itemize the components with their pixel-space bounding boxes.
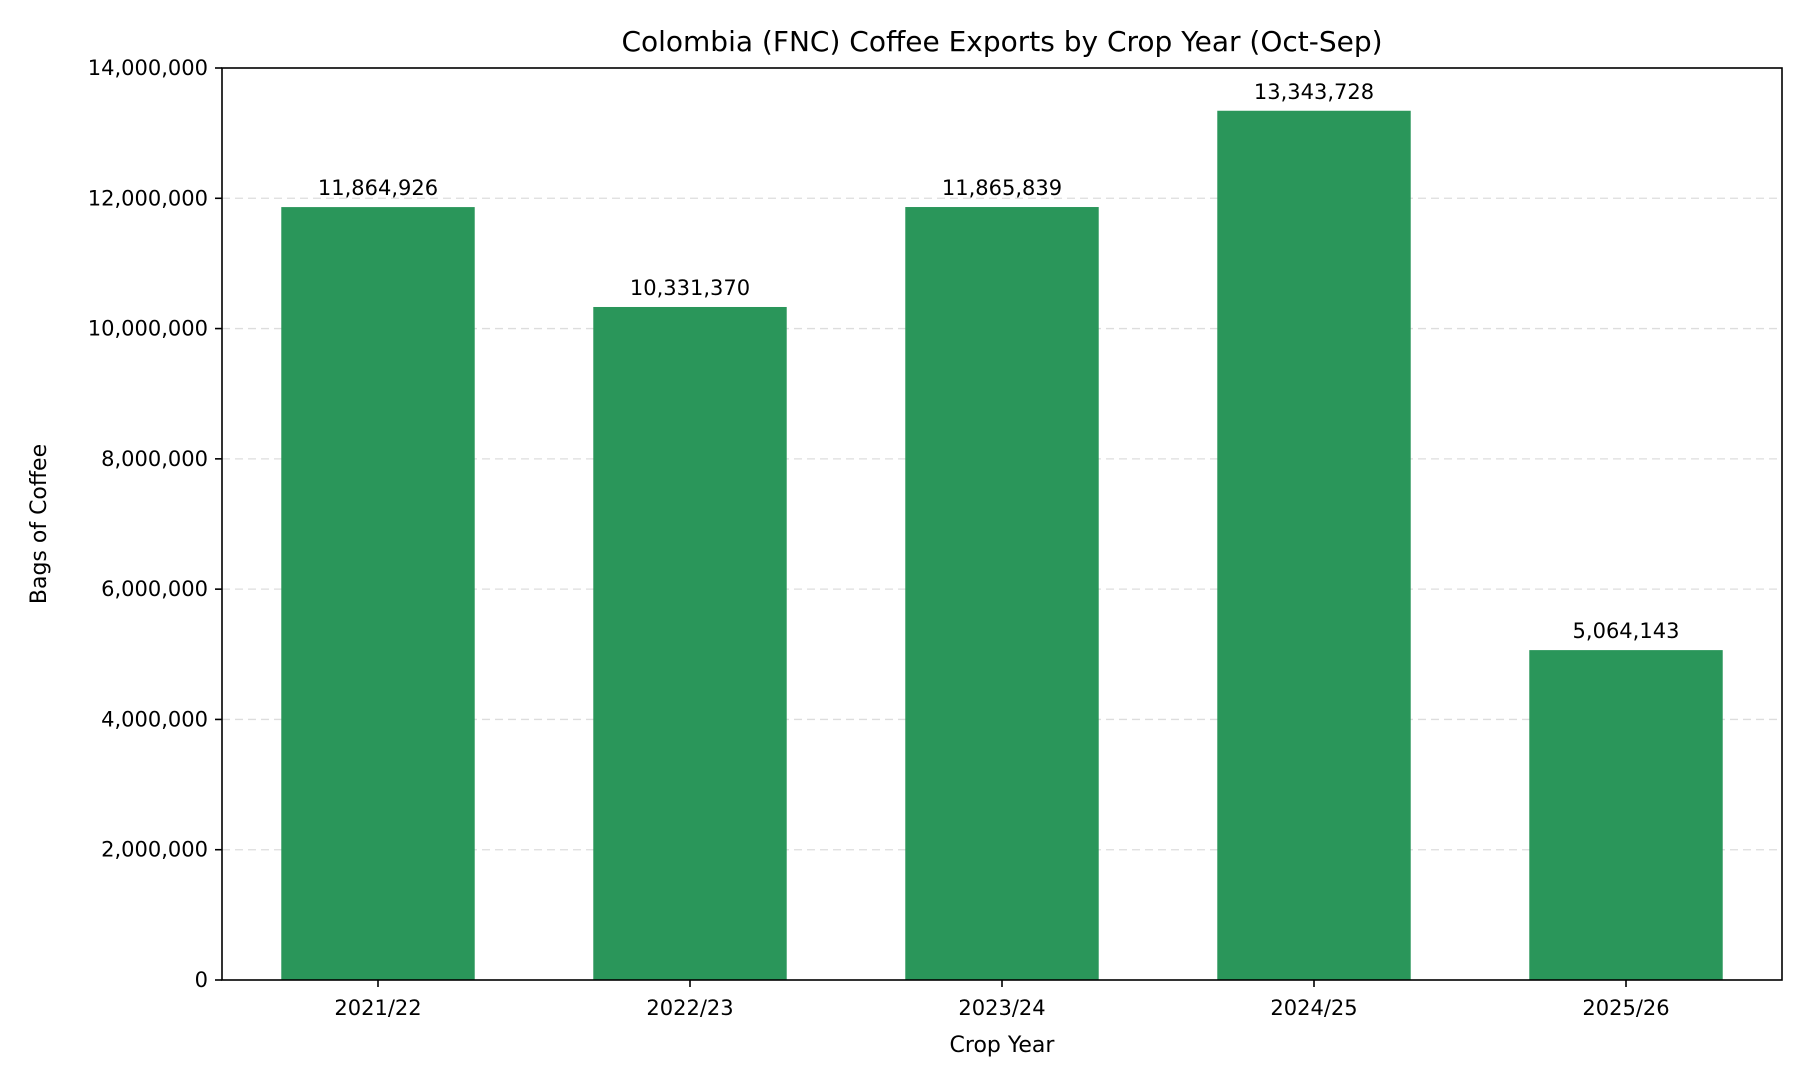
y-tick-label: 6,000,000 xyxy=(101,577,208,601)
bar-value-label: 10,331,370 xyxy=(630,276,750,300)
bar xyxy=(905,207,1099,981)
plot-frame xyxy=(221,67,1783,981)
chart-title: Colombia (FNC) Coffee Exports by Crop Ye… xyxy=(621,25,1382,58)
y-tick-label: 12,000,000 xyxy=(88,186,208,210)
bar-value-label: 13,343,728 xyxy=(1254,80,1374,104)
bar xyxy=(281,207,475,980)
y-tick-label: 0 xyxy=(195,968,208,992)
bar-value-label: 11,865,839 xyxy=(942,176,1062,200)
y-axis-ticks: 0 2,000,000 4,000,000 6,000,000 8,000,000 10,… xyxy=(88,56,222,992)
y-tick-label: 8,000,000 xyxy=(101,447,208,471)
data-labels: 11,864,926 10,331,370 11,865,839 13,343,728… xyxy=(318,80,1680,643)
bar xyxy=(1217,110,1411,980)
y-tick-label: 4,000,000 xyxy=(101,707,208,731)
bar-value-label: 11,864,926 xyxy=(318,176,438,200)
bar xyxy=(1529,650,1723,980)
y-tick-label: 14,000,000 xyxy=(88,56,208,80)
x-tick-label: 2021/22 xyxy=(334,996,421,1020)
x-tick-label: 2024/25 xyxy=(1270,996,1357,1020)
x-tick-label: 2022/23 xyxy=(646,996,733,1020)
y-tick-label: 2,000,000 xyxy=(101,838,208,862)
x-axis-label: Crop Year xyxy=(950,1033,1056,1058)
x-tick-label: 2025/26 xyxy=(1582,996,1669,1020)
y-tick-label: 10,000,000 xyxy=(88,317,208,341)
x-tick-label: 2023/24 xyxy=(958,996,1045,1020)
bars xyxy=(281,110,1723,981)
bar xyxy=(593,306,787,980)
x-axis-ticks: 2021/22 2022/23 2023/24 2024/25 2025/26 xyxy=(334,980,1670,1020)
bar-value-label: 5,064,143 xyxy=(1573,619,1680,643)
y-axis-label: Bags of Coffee xyxy=(27,444,52,604)
